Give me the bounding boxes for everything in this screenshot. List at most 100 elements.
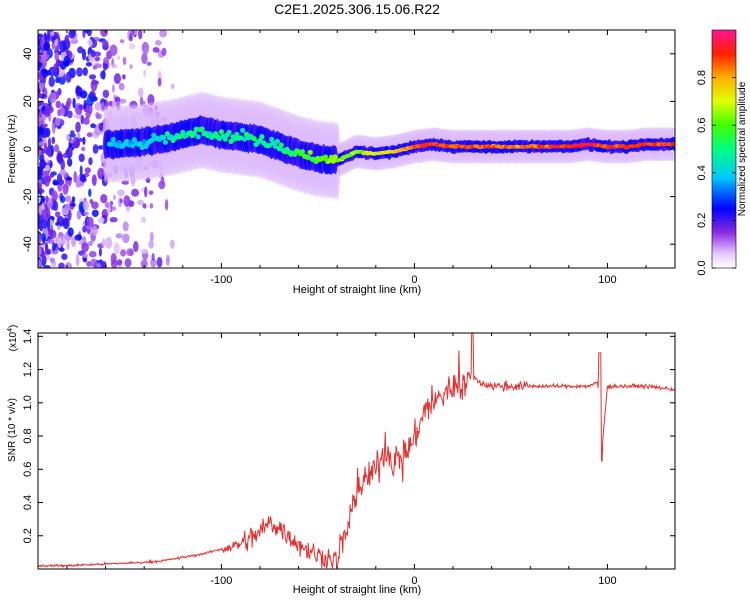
- heatmap-speckle: [142, 203, 147, 209]
- heatmap-speckle: [148, 240, 155, 249]
- heatmap-speckle: [54, 51, 60, 61]
- heatmap-speckle: [56, 153, 63, 163]
- spectrogram-xtick-label: 0: [411, 274, 417, 286]
- heatmap-speckle: [65, 71, 72, 83]
- colorbar-frame: [711, 29, 737, 269]
- heatmap-speckle: [146, 61, 152, 66]
- heatmap-ridge: [193, 126, 199, 132]
- heatmap-speckle: [91, 209, 99, 217]
- spectrogram-ytick-label: -20: [22, 189, 34, 205]
- heatmap-speckle: [49, 171, 55, 178]
- heatmap-speckle: [109, 44, 118, 56]
- colorbar-tick-label: 0.4: [696, 165, 708, 180]
- heatmap-speckle: [113, 242, 120, 254]
- heatmap-speckle: [38, 188, 45, 194]
- heatmap-speckle: [117, 189, 125, 197]
- heatmap-ridge: [307, 149, 313, 155]
- heatmap-speckle: [70, 130, 75, 135]
- heatmap-ridge: [269, 136, 275, 142]
- heatmap-speckle: [119, 39, 125, 44]
- heatmap-speckle: [41, 52, 47, 64]
- heatmap-speckle: [76, 67, 83, 77]
- heatmap-speckle: [102, 89, 110, 99]
- colorbar-axis: 0.0 0.2 0.4 0.6 0.8: [696, 70, 736, 276]
- heatmap-speckle: [78, 153, 85, 163]
- heatmap-ridge: [191, 130, 197, 136]
- heatmap-speckle: [143, 69, 147, 78]
- heatmap-speckle: [101, 238, 106, 248]
- heatmap-ridge: [257, 137, 263, 144]
- heatmap-speckle: [122, 233, 130, 244]
- heatmap-speckle: [121, 180, 129, 185]
- heatmap-speckle: [83, 211, 89, 216]
- heatmap-speckle: [59, 40, 67, 53]
- heatmap-speckle: [58, 179, 65, 186]
- snr-panel: -100 0 100 0.2 0.4 0.6 0.8 1.0 1.2 1.4 Height of …: [7, 325, 676, 596]
- heatmap-speckle: [91, 174, 97, 186]
- heatmap-speckle: [49, 257, 55, 263]
- snr-xtick-label: 100: [598, 575, 616, 587]
- heatmap-speckle: [38, 33, 44, 39]
- heatmap-speckle: [82, 136, 86, 145]
- heatmap-speckle: [140, 216, 147, 223]
- heatmap-speckle: [62, 183, 69, 195]
- heatmap-speckle: [72, 97, 76, 109]
- heatmap-speckle: [60, 195, 66, 203]
- heatmap-speckle: [130, 30, 135, 35]
- heatmap-speckle: [91, 201, 99, 210]
- heatmap-ridge: [162, 139, 168, 145]
- spectrogram-ytick-label: 0: [22, 146, 34, 152]
- snr-plot-area: [38, 333, 675, 569]
- heatmap-speckle: [57, 174, 61, 180]
- heatmap-speckle: [143, 47, 149, 55]
- colorbar-tick-label: 0.8: [696, 70, 708, 85]
- heatmap-speckle: [54, 144, 60, 153]
- heatmap-speckle: [65, 176, 73, 181]
- heatmap-speckle: [49, 92, 57, 104]
- heatmap-ridge: [241, 136, 248, 142]
- svg-text:(x104): (x104): [7, 325, 19, 352]
- heatmap-speckle: [111, 64, 118, 69]
- heatmap-speckle: [38, 193, 41, 204]
- heatmap-ridge: [228, 138, 234, 144]
- heatmap-speckle: [124, 258, 132, 268]
- snr-ytick-label: 0.4: [22, 495, 34, 510]
- heatmap-ridge: [108, 141, 114, 147]
- heatmap-ridge: [274, 138, 280, 144]
- heatmap-speckle: [55, 211, 61, 218]
- heatmap-speckle: [83, 257, 87, 263]
- snr-ytick-label: 1.4: [22, 329, 34, 344]
- heatmap-speckle: [147, 94, 155, 106]
- heatmap-speckle: [45, 158, 49, 163]
- heatmap-speckle: [44, 241, 49, 254]
- snr-xtick-label: 0: [411, 575, 417, 587]
- heatmap-ridge: [226, 129, 232, 135]
- heatmap-speckle: [82, 200, 89, 211]
- heatmap-speckle: [79, 174, 87, 182]
- heatmap-speckle: [129, 33, 133, 42]
- heatmap-speckle: [137, 87, 144, 98]
- snr-ytick-label: 0.8: [22, 428, 34, 443]
- heatmap-speckle: [81, 146, 86, 152]
- heatmap-speckle: [40, 68, 47, 74]
- heatmap-speckle: [65, 101, 71, 111]
- heatmap-speckle: [87, 39, 93, 47]
- heatmap-speckle: [57, 237, 62, 249]
- heatmap-ridge: [259, 134, 265, 140]
- spectrogram-ytick-label: 40: [22, 48, 34, 60]
- heatmap-speckle: [144, 186, 148, 198]
- heatmap-speckle: [105, 237, 113, 249]
- heatmap-speckle: [43, 42, 50, 51]
- heatmap-speckle: [75, 254, 80, 267]
- heatmap-speckle: [112, 194, 117, 200]
- heatmap-speckle: [50, 31, 55, 37]
- heatmap-speckle: [44, 175, 50, 187]
- heatmap-ridge: [110, 136, 116, 142]
- heatmap-speckle: [103, 56, 110, 64]
- colorbar-tick-label: 0.0: [696, 260, 708, 275]
- heatmap-speckle: [111, 206, 117, 211]
- heatmap-speckle: [48, 148, 52, 158]
- heatmap-speckle: [88, 103, 93, 115]
- heatmap-speckle: [129, 43, 136, 50]
